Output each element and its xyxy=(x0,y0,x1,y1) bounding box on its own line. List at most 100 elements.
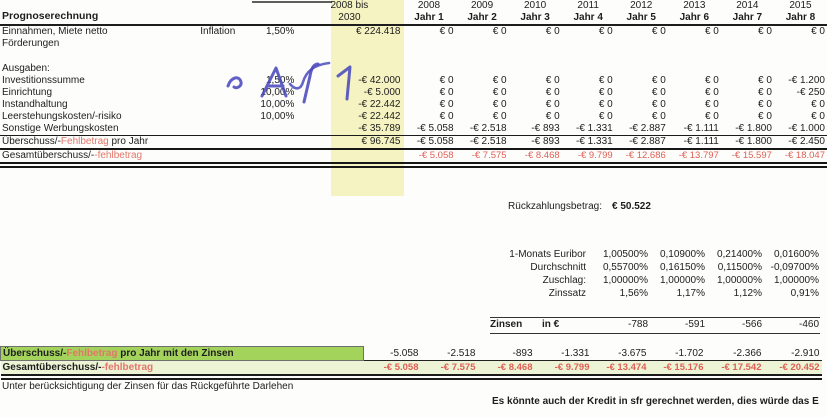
year-value-cell: -€ 2.518 xyxy=(469,123,507,134)
jahr-label: Jahr 4 xyxy=(573,12,603,23)
year-value-cell xyxy=(562,63,615,75)
table-row: Investitionssumme 1,50% -€ 42.000 € 0 € 0 € 0… xyxy=(0,75,827,87)
total-header-line: 2008 bis xyxy=(330,0,369,11)
inflation-note-cell xyxy=(198,75,252,87)
year-value-cell xyxy=(562,38,615,50)
total-value-cell: -€ 35.789 xyxy=(358,123,401,134)
interest-rate-value: 1,00000% xyxy=(602,275,648,286)
total-value-cell: -€ 5.000 xyxy=(363,87,401,98)
percent-cell: 10,00% xyxy=(260,87,295,98)
summary-value-cell: -€ 8.468 xyxy=(477,360,535,380)
year-value-cell: € 0 xyxy=(492,111,507,122)
summary-value-cell: -€ 5.058 xyxy=(363,360,421,380)
row-label-cell: Investitionssumme xyxy=(2,75,85,86)
interest-rate-value: 0,16150% xyxy=(659,262,705,273)
prognosis-table: Prognoserechnung 2008 bis 2030 2008 Jahr 1 20… xyxy=(0,0,827,168)
year-value-cell: € 0 xyxy=(598,99,613,110)
year-value-cell: -€ 8.468 xyxy=(508,148,562,168)
table-row: Einrichtung 10,00% -€ 5.000 € 0 € 0 € 0 € 0 € 0… xyxy=(0,87,827,99)
interest-footnote: Unter berücksichtigung der Zinsen für da… xyxy=(2,381,294,392)
row-label-red-text: Fehlbetrag xyxy=(66,348,118,359)
year-value-cell: -€ 1.200 xyxy=(788,75,825,86)
summary-value-cell: -€ 15.176 xyxy=(648,360,706,380)
jahr-label: Jahr 3 xyxy=(520,12,550,23)
year-value-cell: € 0 xyxy=(598,87,613,98)
summary-row: Gesamtüberschuss/--fehlbetrag -€ 5.058 -€ … xyxy=(0,360,822,380)
year-column-header: 2010 Jahr 3 xyxy=(508,0,562,26)
year-value-cell xyxy=(721,63,774,75)
interest-row-label: Zinssatz xyxy=(548,288,586,299)
year-value-cell: € 0 xyxy=(492,87,507,98)
interest-rate-value: 1,00500% xyxy=(602,249,648,260)
percent-cell: 10,00% xyxy=(260,99,295,110)
year-value-cell xyxy=(774,63,827,75)
year-value-cell: -€ 1.111 xyxy=(667,135,721,149)
year-value-cell xyxy=(509,63,562,75)
year-value-cell: € 0 xyxy=(492,75,507,86)
zinsen-value: -566 xyxy=(741,319,762,330)
year-value-cell: -€ 12.686 xyxy=(614,148,668,168)
year-value-cell: -€ 5.058 xyxy=(402,135,456,149)
summary-value-cell: -2.518 xyxy=(420,346,478,361)
jahr-label: Jahr 2 xyxy=(467,12,497,23)
year-value-cell: -€ 5.058 xyxy=(416,123,454,134)
year-value-cell xyxy=(774,38,827,50)
year-label: 2009 xyxy=(470,0,494,11)
repayment-label: Rückzahlungsbetrag: xyxy=(508,201,602,212)
year-column-header: 2008 Jahr 1 xyxy=(402,0,456,26)
year-value-cell: € 0 xyxy=(439,87,454,98)
inflation-note-cell xyxy=(198,99,252,111)
year-column-header: 2009 Jahr 2 xyxy=(455,0,509,26)
year-value-cell: -€ 2.887 xyxy=(629,123,666,134)
year-value-cell xyxy=(668,63,721,75)
year-value-cell: € 0 xyxy=(811,99,825,110)
year-value-cell: € 0 xyxy=(758,99,772,110)
total-value-cell: € 224.418 xyxy=(355,26,401,37)
inflation-note-cell xyxy=(198,148,253,168)
year-value-cell: € 0 xyxy=(439,26,454,37)
year-value-cell: -€ 15.597 xyxy=(720,148,774,168)
year-value-cell: € 0 xyxy=(598,75,613,86)
year-value-cell: € 0 xyxy=(545,75,560,86)
year-label: 2015 xyxy=(789,0,812,11)
year-value-cell: € 0 xyxy=(758,111,772,122)
table-row: Ausgaben: xyxy=(0,63,827,75)
row-label-text: pro Jahr xyxy=(108,136,149,147)
total-column-header: 2008 bis 2030 xyxy=(296,0,403,26)
interest-row-label: Durchschnitt xyxy=(530,262,586,273)
year-label: 2008 xyxy=(417,0,441,11)
interest-rate-value: 0,10900% xyxy=(659,249,705,260)
summary-value-cell: -€ 20.452 xyxy=(763,360,822,380)
year-value-cell: € 0 xyxy=(651,75,666,86)
year-value-cell: -€ 1.331 xyxy=(576,123,613,134)
year-value-cell: € 0 xyxy=(704,111,719,122)
interest-row: Zuschlag: 1,00000% 1,00000% 1,00000% 1,00000… xyxy=(400,274,819,287)
year-value-cell: € 0 xyxy=(598,26,613,37)
summary-value-cell: -€ 13.474 xyxy=(591,360,649,380)
table-title: Prognoserechnung xyxy=(0,0,297,26)
percent-cell xyxy=(252,38,296,50)
year-value-cell: € 0 xyxy=(704,87,719,98)
percent-cell xyxy=(252,63,296,75)
inflation-note-cell xyxy=(198,135,253,149)
summary-value-cell: -€ 17.542 xyxy=(705,360,764,380)
total-value-cell xyxy=(296,38,402,50)
year-value-cell: € 0 xyxy=(704,75,719,86)
interest-row: Durchschnitt 0,55700% 0,16150% 0,11500% -0,0… xyxy=(400,261,819,274)
interest-rate-value: 0,55700% xyxy=(602,262,648,273)
percent-cell xyxy=(252,148,297,168)
spacer-cell xyxy=(0,50,827,63)
year-value-cell: -€ 893 xyxy=(531,123,560,134)
table-row: Instandhaltung 10,00% -€ 22.442 € 0 € 0 € 0 € … xyxy=(0,99,827,111)
row-label-cell: Ausgaben: xyxy=(2,63,50,74)
year-column-header: 2011 Jahr 4 xyxy=(561,0,615,26)
summary-value-cell: -2.366 xyxy=(705,346,764,361)
year-value-cell: -€ 250 xyxy=(796,87,825,98)
summary-label-cell: Gesamtüberschuss/--fehlbetrag xyxy=(0,360,364,380)
summary-row: Überschuss/-Fehlbetrag pro Jahr mit den … xyxy=(0,346,822,361)
year-column-header: 2013 Jahr 6 xyxy=(667,0,721,26)
row-label-cell: Gesamtüberschuss/--fehlbetrag xyxy=(0,148,199,168)
year-label: 2011 xyxy=(577,0,599,11)
interest-rate-value: 1,12% xyxy=(733,288,762,299)
row-label-cell: Einnahmen, Miete netto xyxy=(2,26,108,37)
